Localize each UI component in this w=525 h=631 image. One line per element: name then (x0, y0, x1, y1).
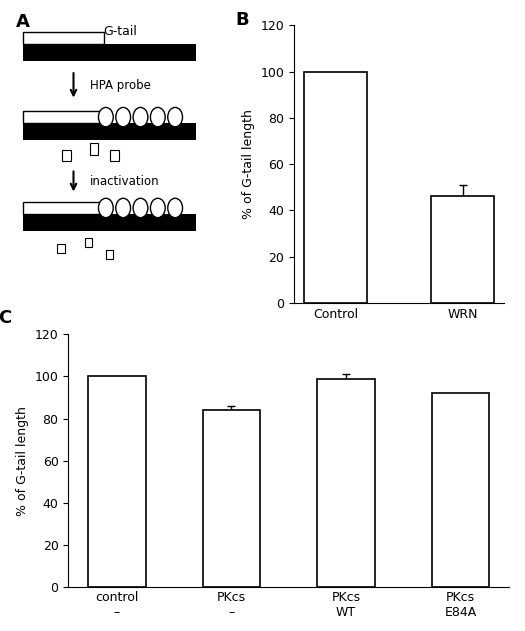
Text: A: A (16, 13, 29, 31)
Circle shape (133, 198, 148, 218)
Text: B: B (235, 11, 249, 30)
Circle shape (99, 198, 113, 218)
Bar (62, 150, 71, 161)
Bar (431, 196, 495, 303)
Circle shape (151, 107, 165, 127)
Bar (85, 238, 92, 247)
Y-axis label: % of G-tail length: % of G-tail length (16, 406, 29, 516)
Bar (110, 150, 119, 161)
Text: HPA probe: HPA probe (90, 79, 151, 92)
Circle shape (168, 107, 183, 127)
Circle shape (99, 107, 113, 127)
Circle shape (151, 198, 165, 218)
Bar (57, 244, 65, 254)
Text: shRNA: shRNA (178, 339, 219, 352)
Bar (88, 377, 145, 587)
Bar (432, 393, 489, 587)
Bar (23, 214, 196, 231)
Bar (23, 202, 103, 214)
Bar (106, 250, 113, 259)
Y-axis label: % of G-tail length: % of G-tail length (242, 109, 255, 219)
Bar (318, 379, 375, 587)
Bar (23, 44, 196, 61)
Bar (23, 32, 103, 44)
Bar (23, 111, 103, 123)
Bar (203, 410, 260, 587)
Text: inactivation: inactivation (90, 175, 159, 188)
Text: G-tail: G-tail (103, 25, 136, 38)
Bar (303, 71, 367, 303)
Circle shape (168, 198, 183, 218)
Circle shape (116, 198, 131, 218)
Circle shape (133, 107, 148, 127)
Circle shape (116, 107, 131, 127)
Bar (90, 143, 99, 155)
Bar (23, 123, 196, 140)
Text: C: C (0, 309, 11, 327)
